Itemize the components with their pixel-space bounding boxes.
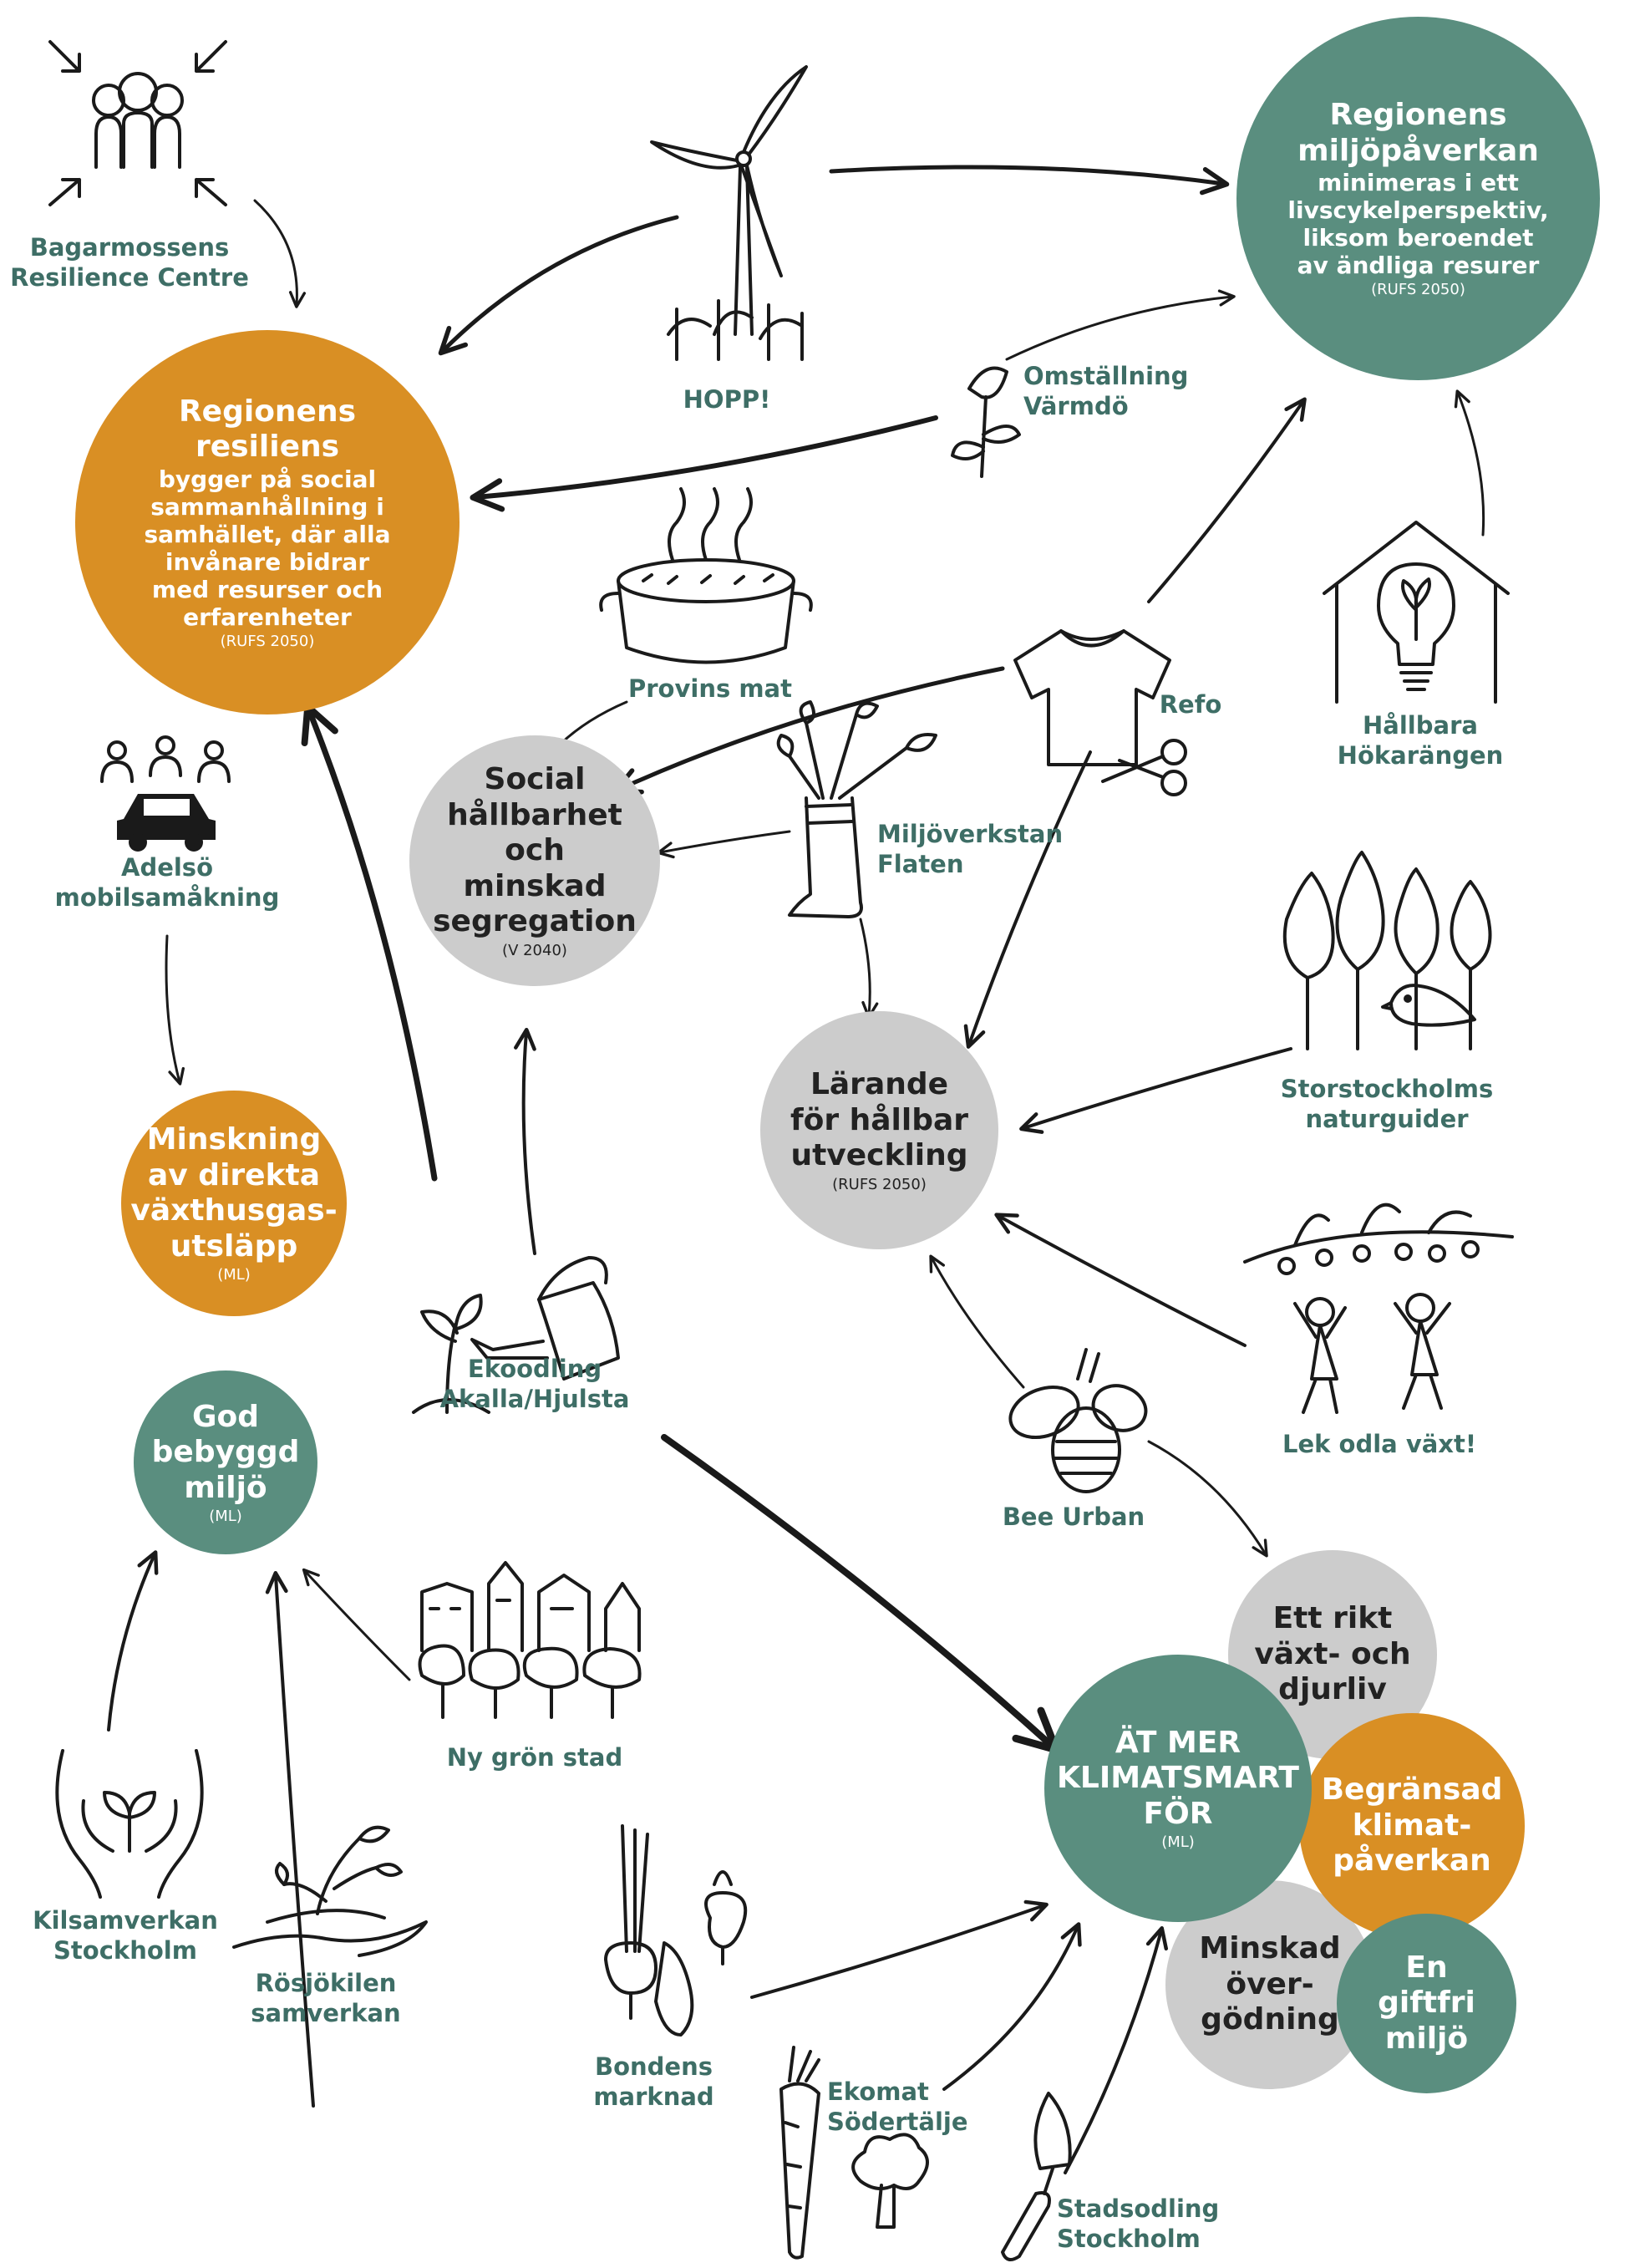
goal-ref: (ML)	[209, 1508, 242, 1526]
goal-ref: (V 2040)	[502, 941, 567, 959]
tshirt-icon	[1007, 623, 1178, 773]
goal-body: minimeras i ett livscykelperspektiv, lik…	[1287, 169, 1549, 280]
arrow-stadsodling-atmer	[1064, 1926, 1169, 2174]
label-omstallning: Omställning Värmdö	[1023, 362, 1189, 421]
goal-title: God bebyggd miljö	[151, 1399, 300, 1505]
label-kilsamverkan: Kilsamverkan Stockholm	[33, 1906, 218, 1965]
label-ny-gron: Ny grön stad	[446, 1743, 623, 1772]
kids-branch-icon	[1243, 1187, 1514, 1421]
label-naturguider: Storstockholms naturguider	[1280, 1075, 1494, 1134]
goal-title: En giftfri miljö	[1378, 1950, 1475, 2056]
arrow-ekoodling-resiliens	[301, 703, 438, 1182]
arrow-kilsamverkan-god	[107, 1550, 159, 1732]
arrow-ekomat-atmer	[942, 1922, 1082, 2091]
label-adelso: Adelsö mobilsamåkning	[54, 853, 280, 913]
arrow-ekoodling-atmer	[661, 1434, 1060, 1754]
label-stadsodling: Stadsodling Stockholm	[1057, 2194, 1220, 2254]
label-bondens: Bondens marknad	[593, 2052, 714, 2112]
arrow-ekoodling-social	[514, 1027, 536, 1255]
goal-giftfri: En giftfri miljö	[1337, 1914, 1516, 2093]
arrow-miljoverkstan-larande	[859, 918, 879, 1019]
goal-title: Minskning av direkta växthusgas-utsläpp	[130, 1122, 338, 1264]
people-group-icon	[42, 33, 234, 206]
goal-social-hallbarhet: Social hållbarhet och minskad segregatio…	[409, 735, 660, 986]
arrow-bee-rikt	[1147, 1440, 1268, 1558]
arrow-hokarangen-miljopaverkan	[1454, 389, 1485, 536]
flower-icon	[948, 355, 1023, 481]
goal-minskning: Minskning av direkta växthusgas-utsläpp …	[121, 1091, 347, 1316]
arrow-bee-larande	[929, 1254, 1025, 1389]
goal-title: Social hållbarhet och minskad segregatio…	[433, 762, 637, 939]
goal-body: bygger på social sammanhållning i samhäl…	[144, 465, 391, 631]
arrow-hopp-miljopaverkan	[829, 165, 1230, 196]
car-people-icon	[92, 735, 238, 852]
arrow-lek-larande	[994, 1213, 1247, 1347]
wind-turbine-icon	[635, 58, 835, 384]
label-ekoodling: Ekoodling Akalla/Hjulsta	[439, 1355, 630, 1414]
trowel-icon	[990, 2089, 1082, 2265]
goal-ref: (RUFS 2050)	[1371, 281, 1465, 299]
goal-title: Lärande för hållbar utveckling	[790, 1067, 969, 1173]
goal-ref: (ML)	[1161, 1833, 1195, 1852]
goal-title: Ett rikt växt- och djurliv	[1254, 1601, 1411, 1707]
label-lek: Lek odla växt!	[1282, 1430, 1477, 1458]
goal-regionens-resiliens: Regionens resiliens bygger på social sam…	[75, 330, 460, 714]
arrow-hopp-resiliens	[438, 215, 679, 356]
arrow-adelso-minskning	[165, 934, 185, 1086]
arrow-refo-miljopaverkan	[1147, 397, 1307, 603]
house-bulb-icon	[1316, 514, 1516, 706]
goal-title: Regionens resiliens	[178, 394, 357, 465]
vegetables-icon	[589, 1824, 756, 2052]
trees-bird-icon	[1274, 836, 1508, 1053]
arrow-miljoverkstan-social	[657, 830, 791, 859]
goal-begransad: Begränsad klimat-påverkan	[1299, 1713, 1525, 1939]
label-bagarmossen: Bagarmossens Resilience Centre	[10, 233, 249, 292]
goal-title: ÄT MER KLIMATSMART FÖR	[1057, 1725, 1299, 1831]
watering-can-icon	[412, 1233, 647, 1414]
goal-larande: Lärande för hållbar utveckling (RUFS 205…	[760, 1011, 998, 1249]
label-miljoverkstan: Miljöverkstan Flaten	[877, 820, 1064, 879]
label-rosjokilen: Rösjökilen samverkan	[251, 1969, 401, 2028]
arrow-omstallning-miljopaverkan	[1005, 289, 1236, 361]
goal-at-mer: ÄT MER KLIMATSMART FÖR (ML)	[1044, 1655, 1312, 1922]
label-ekomat: Ekomat Södertälje	[827, 2077, 968, 2137]
scissors-icon	[1094, 731, 1195, 806]
arrow-bondens-atmer	[750, 1899, 1049, 1999]
label-hopp: HOPP!	[683, 385, 771, 414]
label-provins: Provins mat	[628, 674, 792, 703]
goal-ref: (RUFS 2050)	[220, 632, 315, 650]
label-refo: Refo	[1159, 690, 1222, 719]
hand-seedling-icon	[232, 1822, 434, 1957]
goal-ref: (ML)	[217, 1266, 251, 1284]
pot-icon	[593, 485, 819, 673]
boot-plant-icon	[773, 698, 948, 919]
goal-miljopaverkan: Regionens miljöpåverkan minimeras i ett …	[1236, 17, 1600, 380]
bee-icon	[1007, 1341, 1149, 1496]
arrow-refo-larande	[963, 750, 1092, 1049]
label-bee: Bee Urban	[1002, 1503, 1145, 1531]
city-trees-icon	[414, 1559, 664, 1721]
arrow-bagarmossen-resiliens	[253, 199, 307, 308]
arrow-refo-social	[613, 666, 1005, 795]
hands-plant-icon	[46, 1734, 213, 1899]
label-hokarangen: Hållbara Hökarängen	[1337, 711, 1504, 770]
goal-ref: (RUFS 2050)	[832, 1175, 927, 1193]
arrow-naturguider-larande	[1019, 1047, 1292, 1134]
goal-title: Regionens miljöpåverkan	[1297, 98, 1539, 168]
arrow-omstallning-resiliens	[470, 415, 938, 512]
arrow-nygron-god	[302, 1568, 411, 1681]
carrot-broccoli-icon	[769, 2046, 936, 2265]
arrow-rosjokilen-god	[265, 1570, 315, 2108]
goal-title: Minskad över-gödning	[1199, 1931, 1341, 2037]
goal-title: Begränsad klimat-påverkan	[1321, 1772, 1503, 1879]
goal-god-bebyggd: God bebyggd miljö (ML)	[134, 1370, 317, 1554]
